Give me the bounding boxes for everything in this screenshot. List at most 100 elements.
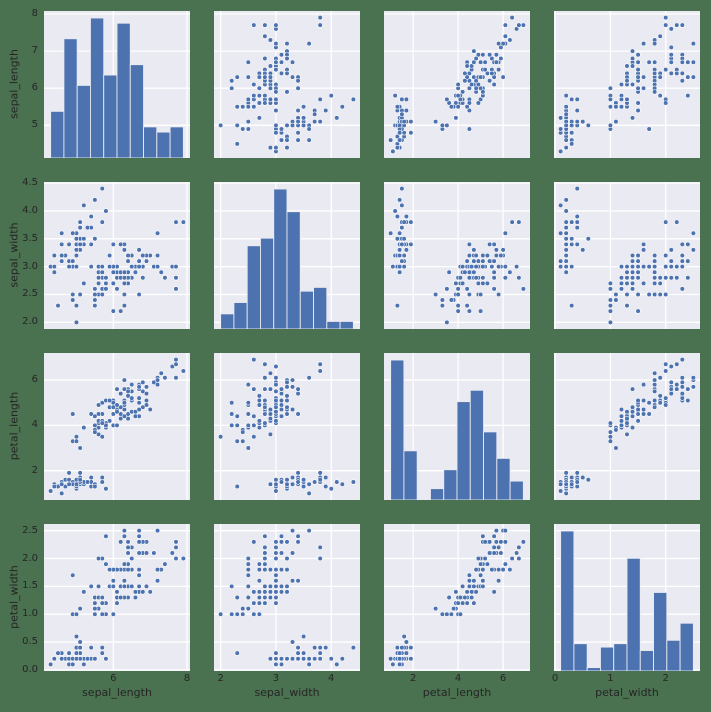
scatter-point — [295, 650, 301, 656]
scatter-point — [262, 533, 268, 539]
scatter-point — [563, 208, 569, 214]
scatter-point — [668, 26, 674, 32]
scatter-point — [679, 241, 685, 247]
scatter-point — [464, 303, 470, 309]
hist-bar — [169, 126, 184, 158]
scatter-point — [674, 219, 680, 225]
scatter-point — [154, 377, 161, 383]
scatter-point — [397, 661, 403, 667]
scatter-point — [629, 425, 636, 431]
scatter-point — [624, 415, 630, 422]
scatter-point — [663, 361, 669, 367]
scatter-point — [162, 561, 168, 567]
scatter-point — [118, 539, 124, 545]
scatter-point — [496, 67, 502, 73]
scatter-point — [284, 70, 290, 76]
scatter-point — [350, 479, 356, 485]
scatter-point — [478, 74, 484, 80]
scatter-point — [663, 252, 669, 259]
scatter-point — [262, 375, 268, 381]
scatter-point — [482, 539, 488, 545]
scatter-point — [618, 264, 625, 270]
scatter-point — [663, 264, 669, 270]
scatter-point — [121, 269, 127, 275]
scatter-point — [685, 93, 691, 99]
scatter-point — [273, 661, 279, 667]
scatter-point — [278, 391, 285, 397]
scatter-point — [455, 303, 461, 309]
scatter-point — [154, 381, 161, 388]
scatter-point — [635, 107, 641, 114]
scatter-point — [640, 85, 647, 91]
scatter-point — [392, 93, 398, 99]
scatter-point — [95, 411, 102, 417]
scatter-point — [455, 104, 461, 110]
scatter-point — [273, 89, 279, 95]
scatter-point — [679, 264, 685, 270]
hist-bar — [639, 650, 654, 671]
hist-bar — [156, 131, 171, 158]
scatter-point — [173, 357, 179, 363]
scatter-point — [607, 104, 614, 110]
scatter-point — [580, 119, 586, 125]
scatter-point — [70, 661, 76, 667]
scatter-point — [482, 67, 488, 73]
scatter-point — [59, 241, 65, 247]
scatter-point — [397, 656, 403, 662]
scatter-point — [245, 411, 251, 417]
scatter-point — [121, 280, 127, 286]
scatter-point — [624, 63, 630, 69]
scatter-point — [229, 411, 235, 417]
y-tick-label: 0.0 — [22, 663, 38, 675]
scatter-point — [103, 286, 109, 292]
scatter-point — [563, 470, 569, 476]
scatter-point — [92, 606, 98, 612]
x-axis-label-petal-width: petal_width — [595, 686, 659, 699]
scatter-point — [84, 656, 91, 662]
scatter-point — [262, 404, 268, 410]
scatter-point — [328, 656, 334, 662]
scatter-point — [509, 15, 515, 21]
scatter-point — [273, 650, 279, 656]
hist-bar — [299, 290, 314, 329]
y-axis-label-sepal-width: sepal_width — [7, 222, 21, 288]
scatter-point — [457, 96, 463, 102]
scatter-point — [657, 393, 663, 399]
hist-bar — [260, 237, 275, 329]
scatter-point — [99, 269, 105, 275]
scatter-point — [491, 74, 497, 80]
scatter-point — [77, 470, 83, 476]
scatter-point — [118, 241, 124, 247]
scatter-point — [502, 539, 508, 545]
scatter-point — [466, 126, 472, 132]
scatter-point — [136, 533, 142, 539]
scatter-point — [245, 96, 251, 102]
scatter-point — [273, 107, 279, 114]
scatter-point — [663, 395, 669, 401]
scatter-point — [569, 219, 575, 225]
scatter-point — [480, 280, 486, 286]
scatter-point — [99, 600, 105, 606]
scatter-point — [507, 37, 513, 43]
scatter-point — [652, 252, 658, 259]
scatter-point — [569, 303, 575, 309]
scatter-point — [256, 115, 262, 121]
scatter-point — [125, 415, 131, 422]
scatter-point — [462, 594, 468, 601]
scatter-point — [607, 85, 614, 91]
scatter-point — [262, 361, 268, 367]
scatter-point — [652, 280, 658, 286]
scatter-point — [278, 550, 285, 556]
scatter-point — [55, 303, 61, 309]
hist-bar — [573, 643, 588, 671]
scatter-point — [273, 130, 279, 136]
hist-bar — [600, 646, 615, 671]
scatter-point — [136, 567, 142, 573]
scatter-point — [453, 115, 459, 121]
scatter-point — [397, 130, 403, 136]
scatter-point — [121, 386, 127, 392]
scatter-point — [471, 583, 477, 589]
scatter-point — [92, 303, 98, 309]
scatter-point — [273, 589, 279, 595]
scatter-point — [273, 397, 279, 404]
